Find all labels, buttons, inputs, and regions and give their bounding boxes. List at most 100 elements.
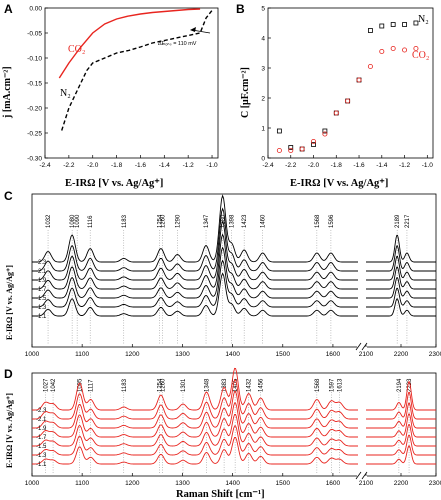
panel-b-co2-point (390, 46, 396, 52)
panel-c-peak-label: 2217 (405, 214, 411, 228)
panel-b-xtick-label: -2.0 (308, 162, 320, 169)
panel-a-n2-line (61, 10, 213, 131)
panel-d-xtick-label: 1600 (326, 480, 341, 487)
panel-d-peak-label: 1383 (222, 378, 228, 392)
panel-d-xtick-label: 1400 (225, 480, 240, 487)
panel-a-arrowhead (190, 27, 196, 32)
panel-a-ytick-label: 0.00 (29, 5, 42, 12)
panel-d-spectrum-line (32, 367, 358, 411)
panel-c-spectrum-line (32, 246, 358, 299)
panel-c-xtick-label: 1600 (326, 351, 341, 358)
panel-d-potential-label: -1.9 (36, 426, 47, 432)
panel-c-spectrum-line (32, 233, 358, 290)
panel-d-potential-label: -2.1 (36, 417, 47, 423)
panel-d-peak-label: 1183 (122, 378, 128, 392)
panel-c-peak-label: 1260 (160, 214, 166, 228)
panel-c-peak-label: 1568 (315, 214, 321, 228)
panel-c-peak-label: 1460 (261, 214, 267, 228)
panel-c-ylabel: E-IRΩ [V vs. Ag/Ag⁺] (5, 265, 14, 340)
panel-c-peak-label: 2189 (395, 214, 401, 228)
panel-b-co2-point (413, 46, 419, 52)
panel-d-peak-label: 1117 (89, 379, 95, 392)
panel-c-spectrum-line (366, 256, 436, 281)
panel-c-spectrum-line (32, 259, 358, 308)
panel-c-xtick-label: 2300 (429, 351, 441, 358)
panel-b-co2-point (367, 64, 373, 70)
panel-d-potential-label: -1.1 (36, 462, 47, 468)
panel-b-co2-point (345, 98, 351, 104)
panel-d-xtick-label: 1500 (276, 480, 291, 487)
panel-d-axis-break (355, 471, 362, 480)
panel-d-xtick-label: 1200 (125, 480, 140, 487)
panel-d-xtick-label: 2300 (429, 480, 441, 487)
panel-d-spectrum-line (366, 434, 436, 456)
panel-a-ticks: -2.4 -2.2 -2.0 -1.8 -1.6 -1.4 -1.2 -1.0 0.00 -0.0… (27, 5, 218, 169)
panel-d-content: 1000 1100 1200 1300 1400 1500 1600 2100 2200 2300… (25, 367, 441, 487)
panel-c-peak-label: 1398 (230, 214, 236, 228)
panel-c-xtick-label: 2200 (394, 351, 409, 358)
panel-c-spectrum-line (366, 287, 436, 308)
panel-d-potential-label: -1.3 (36, 453, 47, 459)
panel-d-spectrum-line (366, 424, 436, 447)
panel-a-ytick-label: -0.05 (27, 30, 42, 37)
panel-b-co2-point (333, 110, 339, 116)
panel-c-peak-label: 1183 (122, 214, 128, 228)
panel-c-xtick-label: 1400 (225, 351, 240, 358)
panel-a-ytick-label: -0.10 (27, 55, 42, 62)
panel-d-peak-label: 1568 (315, 378, 321, 392)
panel-d-peak-label: 2194 (397, 378, 403, 392)
panel-b-letter: B (236, 2, 245, 16)
panel-c-axis-break (355, 342, 362, 351)
panel-d-potential-label: -1.5 (36, 444, 47, 450)
panel-b: B -2.4 -2.2 -2.0 -1.8 -1.6 -1.4 -1.2 -1.0 0 1 2 3 4 5… (236, 2, 434, 189)
panel-d-peak-label: 1597 (329, 378, 335, 392)
panel-c-xtick-label: 1300 (175, 351, 190, 358)
panel-c-spectrum-line (366, 277, 436, 299)
panel-b-co2-point (402, 47, 408, 53)
panel-b-co2-point (356, 77, 362, 83)
panel-c: C 1000 1100 1200 1300 1400 1500 1600 2100 2200 23… (4, 189, 441, 358)
panel-c-spectrum-line (32, 207, 358, 272)
panel-b-ytick-label: 4 (261, 35, 265, 42)
panel-b-ytick-label: 5 (261, 5, 265, 12)
panel-d-spectrum-line (32, 402, 358, 438)
panel-a-legend-n2: N₂ (60, 88, 71, 99)
panel-d-spectrum-line (32, 379, 358, 420)
panel-a-xtick-label: -2.2 (63, 162, 75, 169)
panel-a-ylabel: j [mA.cm⁻²] (2, 66, 13, 119)
panel-c-peak-label: 1596 (329, 214, 335, 228)
panel-d-spectrum-line (32, 436, 358, 465)
panel-d-potential-label: -2.3 (36, 408, 47, 414)
panel-d-axis-break-mask (357, 472, 367, 480)
panel-c-spectrum-line (366, 266, 436, 290)
panel-c-xtick-label: 2100 (359, 351, 374, 358)
panel-d-xtick-label: 1300 (175, 480, 190, 487)
panel-c-frame (31, 193, 437, 348)
panel-b-xtick-label: -1.4 (376, 162, 388, 169)
panel-b-co2-point (299, 146, 305, 152)
panel-c-potential-label: -1.9 (36, 278, 47, 284)
panel-c-spectrum-line (32, 194, 358, 263)
panel-d-letter: D (4, 367, 13, 381)
panel-b-co2-point (322, 131, 328, 137)
panel-b-xtick-label: -2.4 (262, 162, 274, 169)
panel-c-potential-label: -1.1 (36, 314, 47, 320)
panel-a-ytick-label: -0.15 (27, 80, 42, 87)
panel-c-xtick-label: 1500 (276, 351, 291, 358)
panel-d-spectrum-line (366, 392, 436, 420)
panel-d-peak-label: 1027 (44, 378, 50, 392)
panel-d-peak-label: 1042 (51, 378, 57, 392)
panel-d-peak-label: 1254 (157, 378, 163, 392)
panel-c-xtick-label: 1100 (75, 351, 89, 358)
panel-d-spectrum-line (366, 381, 436, 411)
panel-b-n2-point (379, 23, 385, 29)
panel-a-xtick-label: -1.6 (135, 162, 147, 169)
panel-d-ylabel: E-IRΩ [V vs. Ag/Ag⁺] (5, 393, 14, 468)
panel-b-ylabel: C [μF.cm⁻²] (240, 67, 251, 118)
panel-b-n2-point (368, 28, 373, 33)
panel-c-spectrum-line (366, 298, 436, 317)
panel-a-xlabel: E-IRΩ [V vs. Ag/Ag⁺] (65, 178, 163, 189)
panel-b-co2-point (311, 138, 317, 144)
panel-c-potential-label: -2.3 (36, 260, 47, 266)
